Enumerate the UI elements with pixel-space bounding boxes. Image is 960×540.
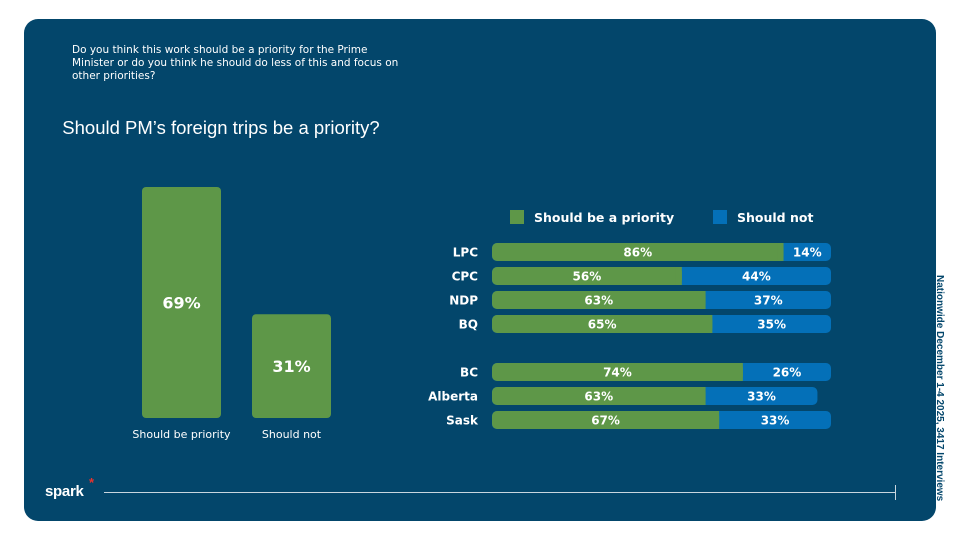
bar-category-label-1: Should not — [262, 428, 322, 441]
bar-priority-sask — [492, 411, 720, 429]
footer-divider-end — [895, 485, 896, 500]
value-priority-sask: 67% — [591, 414, 620, 428]
footer-divider — [104, 492, 896, 493]
bar-priority-bq — [492, 315, 713, 333]
bar-priority-bc — [492, 363, 743, 381]
value-priority-lpc: 86% — [623, 246, 652, 260]
bar-priority-edge-bq — [706, 315, 713, 333]
legend-label-0: Should be a priority — [534, 210, 674, 225]
bar-0 — [142, 187, 221, 418]
bar-1 — [252, 314, 331, 418]
value-not-ndp: 37% — [754, 294, 783, 308]
bar-priority-edge-lpc — [777, 243, 784, 261]
value-priority-alberta: 63% — [584, 390, 613, 404]
value-not-bc: 26% — [773, 366, 802, 380]
row-label-alberta: Alberta — [428, 390, 478, 404]
bar-priority-lpc — [492, 243, 784, 261]
bar-priority-edge-bc — [736, 363, 743, 381]
row-label-cpc: CPC — [452, 270, 479, 284]
value-priority-bc: 74% — [603, 366, 632, 380]
value-priority-bq: 65% — [588, 318, 617, 332]
spark-logo: spark * — [45, 475, 94, 500]
legend-swatch-1 — [713, 210, 727, 224]
bar-value-label-1: 31% — [272, 357, 310, 376]
logo-text: spark — [45, 483, 84, 500]
legend-swatch-0 — [510, 210, 524, 224]
bar-priority-edge-alberta — [699, 387, 706, 405]
survey-question: Do you think this work should be a prior… — [72, 44, 399, 82]
row-label-bq: BQ — [459, 318, 478, 332]
bar-value-label-0: 69% — [162, 294, 200, 313]
bar-priority-alberta — [492, 387, 706, 405]
value-priority-ndp: 63% — [584, 294, 613, 308]
value-not-bq: 35% — [757, 318, 786, 332]
bar-category-label-0: Should be priority — [132, 428, 231, 441]
row-label-bc: BC — [460, 366, 478, 380]
legend-label-1: Should not — [737, 210, 813, 225]
value-not-alberta: 33% — [747, 390, 776, 404]
value-not-lpc: 14% — [793, 246, 822, 260]
row-label-ndp: NDP — [449, 294, 478, 308]
bar-priority-ndp — [492, 291, 706, 309]
value-priority-cpc: 56% — [573, 270, 602, 284]
bar-priority-cpc — [492, 267, 682, 285]
row-label-sask: Sask — [446, 414, 479, 428]
bar-priority-edge-sask — [713, 411, 720, 429]
left-chart-title: Should PM’s foreign trips be a priority? — [62, 117, 380, 138]
row-label-lpc: LPC — [453, 246, 478, 260]
bar-priority-edge-ndp — [699, 291, 706, 309]
value-not-cpc: 44% — [742, 270, 771, 284]
logo-star-icon: * — [89, 475, 94, 490]
value-not-sask: 33% — [761, 414, 790, 428]
bar-priority-edge-cpc — [675, 267, 682, 285]
sample-note: Nationwide December 1-4 2025, 3417 Inter… — [934, 275, 945, 502]
